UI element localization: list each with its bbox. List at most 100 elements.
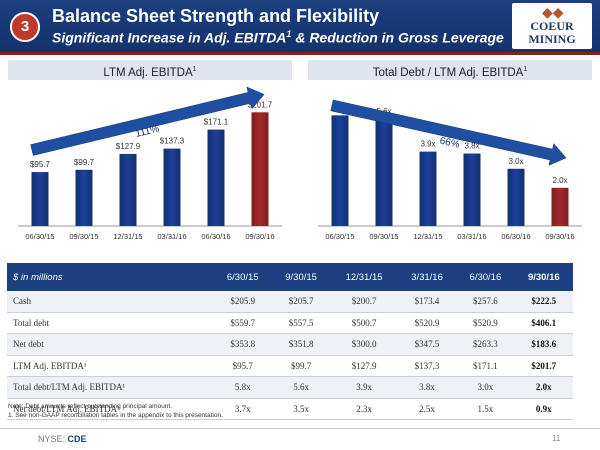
bar: [163, 148, 181, 226]
table-cell: $137.3: [397, 355, 457, 377]
page-number: 11: [552, 434, 561, 443]
bar: [119, 153, 137, 226]
data-label: 3.0x: [508, 157, 523, 166]
table-cell: 5.6x: [271, 376, 331, 399]
data-label: $99.7: [74, 158, 95, 167]
table-cell: $351.8: [271, 333, 331, 356]
table-header-date: 3/31/16: [397, 263, 457, 291]
x-tick-label: 06/30/15: [325, 232, 354, 241]
header-accent-line: [0, 52, 600, 55]
right-chart-title: Total Debt / LTM Adj. EBITDA1: [308, 60, 592, 80]
bar: [331, 115, 349, 226]
trend-annotation: 66%: [439, 136, 461, 151]
table-body: Cash $205.9 $205.7 $200.7 $173.4 $257.6 $222.5…: [7, 291, 573, 420]
data-label: 3.9x: [420, 140, 435, 149]
ticker-prefix: NYSE:: [38, 434, 68, 444]
table-row-label: Net debt: [7, 333, 214, 356]
ebitda-bar-chart: $95.7 06/30/15 $99.7 09/30/15 $127.9 12/31/15…: [18, 86, 282, 241]
logo-line1: COEUR: [530, 19, 574, 33]
table-cell: 5.8x: [213, 376, 272, 399]
x-tick-label: 12/31/15: [113, 232, 142, 241]
table-cell: 1.5x: [456, 398, 515, 420]
table-cell: $205.7: [271, 291, 331, 313]
table-cell: 2.0x: [514, 376, 573, 399]
table-row-label: Total debt/LTM Adj. EBITDA¹: [7, 376, 214, 399]
table-cell: 2.5x: [397, 398, 457, 420]
table-cell: $300.0: [330, 333, 398, 356]
bar: [251, 112, 269, 226]
bar: [31, 172, 49, 226]
footnote-non-gaap: 1. See non-GAAP reconciliation tables in…: [8, 412, 223, 419]
table-cell: $183.6: [514, 333, 573, 356]
table-cell: $353.8: [213, 333, 272, 356]
x-tick-label: 09/30/16: [245, 232, 274, 241]
table-row: Net debt/LTM Adj. EBITDA¹ 3.7x 3.5x 2.3x 2.5…: [7, 398, 573, 420]
right-chart-title-text: Total Debt / LTM Adj. EBITDA: [372, 66, 524, 79]
trend-arrow-shape: [30, 86, 265, 156]
header-banner: [0, 0, 600, 55]
x-tick-label: 03/31/16: [157, 232, 186, 241]
table-cell: $99.7: [271, 355, 331, 377]
table-header-row: $ in millions 6/30/15 9/30/15 12/31/15 3/31/…: [7, 263, 573, 291]
table-cell: $557.5: [271, 312, 331, 334]
footer-divider: [0, 428, 600, 429]
table-row: Total debt/LTM Adj. EBITDA¹ 5.8x 5.6x 3.9x 3…: [7, 376, 573, 399]
bar: [375, 119, 393, 226]
balance-sheet-table-wrap: $ in millions 6/30/15 9/30/15 12/31/15 3/31/…: [7, 263, 573, 420]
leverage-bar-chart: 5.8x06/30/155.6x09/30/153.9x12/31/153.8x…: [318, 99, 582, 241]
table-cell: $200.7: [330, 291, 398, 313]
table-header-date: 6/30/16: [456, 263, 515, 291]
x-tick-label: 06/30/15: [25, 232, 54, 241]
table-row-label: Net debt/LTM Adj. EBITDA¹: [7, 398, 214, 420]
data-label: $201.7: [248, 100, 273, 109]
table-cell: 0.9x: [514, 398, 573, 420]
table-header-date: 9/30/15: [271, 263, 331, 291]
table-cell: $222.5: [514, 291, 573, 313]
trend-arrow: [330, 99, 567, 166]
table-row: Net debt $353.8 $351.8 $300.0 $347.5 $263.3 $1…: [7, 333, 573, 356]
data-label: $95.7: [30, 160, 51, 169]
table-header-date: 9/30/16: [514, 263, 573, 291]
company-logo: ◆◆ COEUR MINING: [512, 3, 592, 49]
table-header-date: 12/31/15: [330, 263, 398, 291]
slide-number-badge: 3: [10, 12, 40, 42]
data-label: 3.8x: [464, 142, 479, 151]
data-label: $171.1: [204, 118, 229, 127]
table-row: LTM Adj. EBITDA¹ $95.7 $99.7 $127.9 $137.3 $1…: [7, 355, 573, 377]
footnote-debt: Note: Debt amounts reflect outstanding p…: [8, 403, 173, 410]
left-chart-title: LTM Adj. EBITDA1: [8, 60, 292, 80]
bar: [75, 169, 93, 226]
table-header-units: $ in millions: [7, 263, 214, 291]
logo-line2: MINING: [528, 32, 576, 46]
table-cell: $95.7: [213, 355, 272, 377]
subtitle-text: Significant Increase in Adj. EBITDA: [52, 29, 287, 46]
x-tick-label: 09/30/15: [69, 232, 98, 241]
table-header-date: 6/30/15: [213, 263, 272, 291]
table-row: Total debt $559.7 $557.5 $500.7 $520.9 $520.9…: [7, 312, 573, 334]
table-cell: $257.6: [456, 291, 515, 313]
table-cell: 3.9x: [330, 376, 398, 399]
table-cell: $201.7: [514, 355, 573, 377]
trend-annotation: 111%: [134, 124, 160, 140]
table-row-label: Cash: [7, 291, 214, 313]
page-subtitle: Significant Increase in Adj. EBITDA1 & R…: [52, 29, 504, 46]
ticker-symbol: CDE: [67, 434, 87, 444]
bar: [551, 187, 569, 226]
table-cell: $520.9: [397, 312, 457, 334]
table-cell: 3.0x: [456, 376, 515, 399]
page-title: Balance Sheet Strength and Flexibility: [52, 6, 380, 26]
table-cell: $347.5: [397, 333, 457, 356]
table-cell: 2.3x: [330, 398, 398, 420]
trend-arrow: [30, 86, 265, 156]
table-row-label: LTM Adj. EBITDA¹: [7, 355, 214, 377]
table-cell: $500.7: [330, 312, 398, 334]
logo-mark-icon: ◆◆: [542, 4, 564, 20]
table-cell: $173.4: [397, 291, 457, 313]
table-cell: 3.5x: [271, 398, 331, 420]
right-chart-title-footnote: 1: [523, 66, 528, 73]
table-cell: $127.9: [330, 355, 398, 377]
table-cell: $559.7: [213, 312, 272, 334]
table-row-label: Total debt: [7, 312, 214, 334]
data-label: $137.3: [160, 137, 185, 146]
balance-sheet-table: $ in millions 6/30/15 9/30/15 12/31/15 3/31/…: [7, 263, 573, 420]
